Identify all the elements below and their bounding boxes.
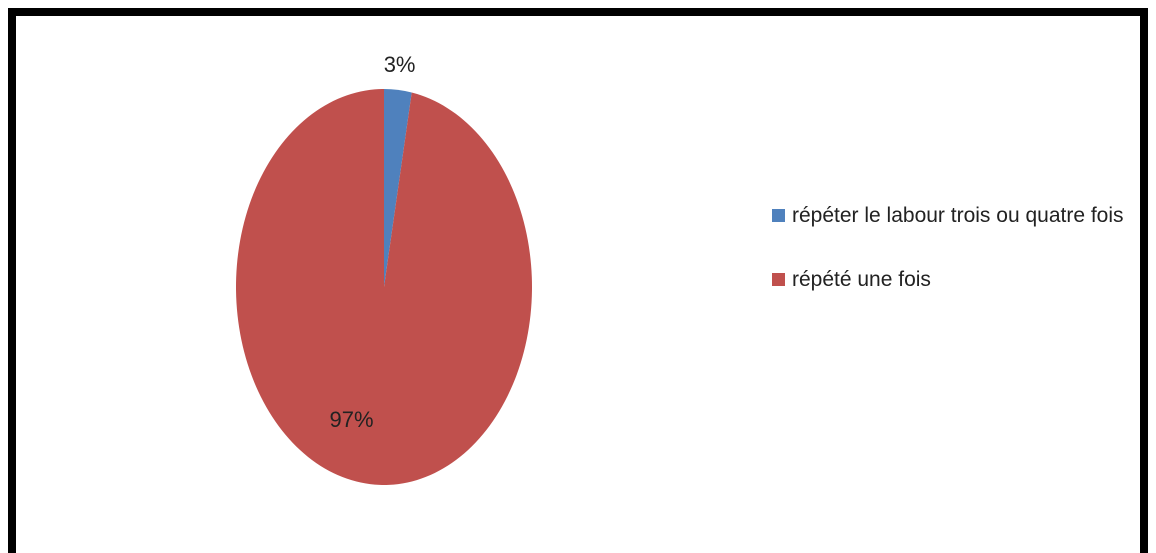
legend-swatch <box>772 209 785 222</box>
legend-item: répéter le labour trois ou quatre fois <box>772 196 1132 236</box>
pie-slice <box>236 89 533 485</box>
data-label: 3% <box>384 52 416 77</box>
pie-slice <box>384 89 412 287</box>
legend-item: répété une fois <box>772 260 1132 300</box>
legend-label: répété une fois <box>792 268 931 291</box>
frame <box>8 8 1148 553</box>
legend-swatch <box>772 273 785 286</box>
data-label: 97% <box>330 407 374 432</box>
legend: répéter le labour trois ou quatre fois ré… <box>772 196 1132 324</box>
legend-label: répéter le labour trois ou quatre fois <box>792 204 1124 227</box>
